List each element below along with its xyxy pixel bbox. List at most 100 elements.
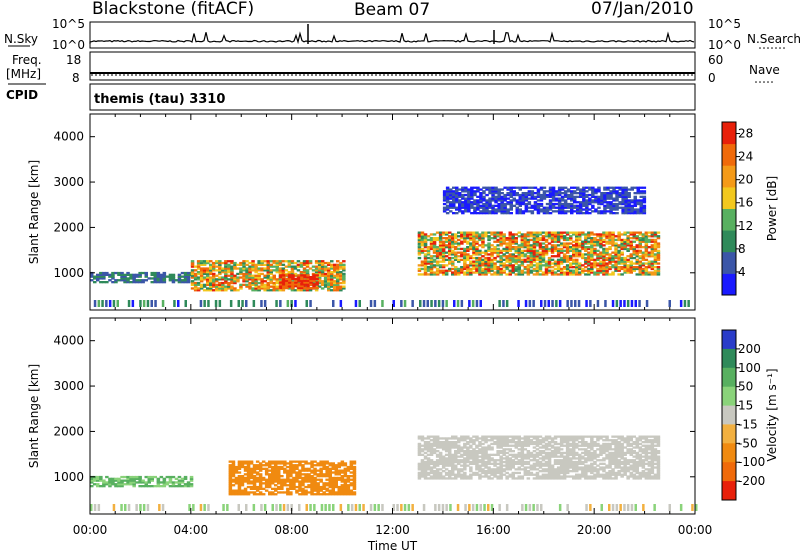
echo-cell [499, 444, 503, 447]
echo-cell [432, 464, 437, 467]
echo-cell [255, 487, 260, 490]
echo-cell [457, 460, 461, 464]
echo-cell [330, 285, 334, 288]
echo-cell [255, 471, 260, 474]
echo-cell [444, 446, 449, 449]
echo-cell [484, 273, 488, 276]
echo-cell [644, 269, 649, 272]
echo-cell [271, 476, 275, 480]
echo-cell [249, 471, 254, 474]
echo-cell [189, 475, 194, 479]
echo-cell [442, 208, 447, 211]
echo-cell [551, 197, 556, 200]
echo-cell [556, 273, 561, 276]
echo-cell [472, 441, 476, 444]
echo-cell [252, 482, 257, 485]
echo-cell [484, 244, 488, 247]
echo-cell [582, 212, 586, 215]
echo-cell [448, 460, 452, 464]
echo-cell [147, 481, 151, 484]
echo-cell [490, 470, 494, 473]
echo-cell [467, 201, 471, 204]
echo-cell [582, 204, 586, 207]
echo-cell [298, 462, 302, 465]
echo-cell [314, 289, 319, 292]
echo-cell [129, 481, 133, 484]
echo-cell [538, 475, 543, 478]
echo-cell [478, 264, 482, 267]
echo-cell [432, 466, 437, 469]
echo-cell [644, 231, 649, 234]
echo-cell [334, 473, 338, 476]
echo-cell [237, 484, 242, 487]
echo-cell [346, 467, 351, 470]
echo-cell [614, 266, 618, 269]
echo-cell [547, 435, 552, 438]
echo-cell [644, 238, 649, 242]
echo-cell [457, 235, 461, 238]
echo-cell [291, 286, 295, 290]
echo-cell [248, 271, 252, 274]
echo-cell [653, 249, 658, 252]
echo-cell [639, 208, 643, 211]
echo-cell [286, 465, 290, 469]
echo-cell [618, 206, 622, 209]
echo-cell [319, 493, 323, 496]
echo-cell [551, 204, 556, 207]
echo-cell [323, 269, 328, 272]
echo-cell [257, 278, 261, 281]
echo-cell [520, 269, 525, 272]
echo-cell [266, 271, 270, 274]
echo-cell [442, 202, 447, 206]
echo-cell [502, 264, 506, 267]
echo-cell [556, 446, 561, 449]
echo-cell [496, 240, 500, 243]
echo-cell [544, 455, 549, 458]
echo-cell [487, 258, 491, 261]
echo-cell [536, 208, 541, 211]
echo-cell [478, 273, 482, 276]
echo-cell [452, 197, 456, 200]
echo-cell [333, 274, 337, 277]
echo-cell [494, 208, 498, 211]
echo-cell [297, 283, 301, 286]
echo-cell [553, 249, 558, 252]
echo-cell [620, 238, 624, 242]
echo-cell [275, 263, 279, 266]
echo-cell [452, 190, 456, 193]
echo-cell [653, 233, 658, 236]
echo-cell [547, 249, 552, 252]
echo-cell [538, 460, 543, 464]
echo-cell [423, 437, 428, 440]
echo-cell [527, 190, 532, 193]
echo-cell [511, 477, 515, 480]
echo-cell [581, 253, 585, 256]
echo-cell [517, 471, 521, 475]
echo-cell [315, 286, 319, 290]
echo-cell [165, 475, 170, 479]
echo-cell [325, 471, 329, 474]
echo-cell [623, 231, 627, 234]
echo-cell [535, 267, 540, 271]
echo-cell [544, 442, 549, 446]
echo-cell [165, 483, 170, 486]
echo-cell [541, 477, 546, 480]
echo-cell [626, 247, 630, 251]
echo-cell [632, 231, 636, 234]
echo-cell [539, 208, 544, 211]
echo-cell [339, 289, 343, 292]
echo-cell [105, 483, 109, 486]
echo-cell [559, 256, 564, 260]
echo-cell [470, 188, 474, 191]
echo-cell [269, 276, 273, 279]
echo-cell [289, 485, 293, 489]
echo-cell [218, 261, 222, 265]
echo-cell [463, 471, 467, 475]
echo-cell [320, 263, 325, 266]
echo-cell [228, 473, 233, 476]
echo-cell [527, 210, 532, 213]
echo-cell [478, 466, 482, 469]
echo-cell [559, 262, 564, 265]
echo-cell [599, 266, 603, 269]
echo-cell [426, 273, 431, 276]
